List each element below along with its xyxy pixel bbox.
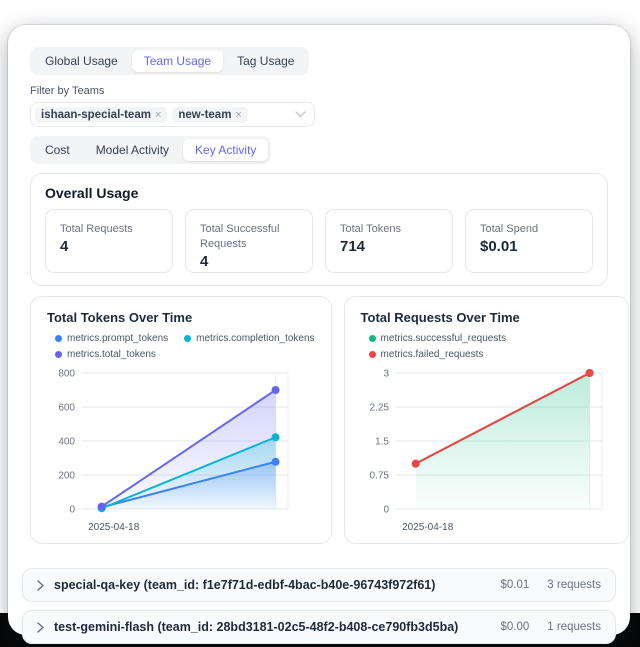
chip-close-icon[interactable]: ×	[235, 108, 242, 121]
tab-global-usage[interactable]: Global Usage	[45, 54, 118, 68]
svg-text:0: 0	[69, 505, 75, 516]
team-chip[interactable]: new-team ×	[172, 106, 248, 123]
tokens-chart-legend: metrics.prompt_tokens metrics.completion_…	[55, 333, 315, 360]
chevron-right-icon	[37, 579, 44, 591]
svg-text:2025-04-18: 2025-04-18	[88, 522, 140, 533]
team-chip-label: ishaan-special-team	[41, 108, 151, 121]
svg-text:1.5: 1.5	[375, 437, 389, 448]
svg-text:800: 800	[58, 369, 75, 380]
requests-chart: 0 0.75 1.5 2.25 3 2025-04-18	[369, 369, 603, 533]
tokens-chart: 0 200 400 600 800 2025-04-18	[58, 369, 289, 533]
stats-grid: Total Requests 4 Total Successful Reques…	[45, 209, 593, 273]
legend-dot-icon	[184, 335, 192, 342]
legend-item: metrics.completion_tokens	[184, 333, 315, 344]
stat-total-successful-requests: Total Successful Requests 4	[185, 209, 313, 273]
tab-team-usage[interactable]: Team Usage	[131, 50, 224, 72]
tokens-chart-title: Total Tokens Over Time	[47, 310, 193, 325]
key-row-requests: 3 requests	[547, 579, 601, 591]
legend-item: metrics.successful_requests	[368, 333, 506, 344]
svg-text:400: 400	[58, 437, 75, 448]
activity-tabs: Cost Model Activity Key Activity	[30, 136, 272, 164]
stat-label: Total Successful Requests	[200, 223, 280, 250]
team-chip-label: new-team	[178, 108, 232, 121]
svg-text:3: 3	[383, 369, 389, 380]
charts-row: Total Tokens Over Time metrics.prompt_to…	[30, 296, 629, 544]
svg-text:0.75: 0.75	[369, 471, 389, 482]
stat-value: 4	[60, 237, 69, 255]
stat-value: 714	[340, 237, 366, 255]
requests-chart-card: Total Requests Over Time metrics.success…	[343, 296, 629, 544]
stat-total-requests: Total Requests 4	[45, 209, 173, 273]
tab-tag-usage[interactable]: Tag Usage	[237, 54, 295, 68]
key-row-requests: 1 requests	[547, 621, 601, 633]
overall-usage-panel: Overall Usage Total Requests 4 Total Suc…	[30, 173, 608, 286]
tokens-chart-card: Total Tokens Over Time metrics.prompt_to…	[30, 296, 332, 544]
key-row-name: test-gemini-flash (team_id: 28bd3181-02c…	[54, 620, 459, 634]
usage-scope-tabs: Global Usage Team Usage Tag Usage	[30, 47, 310, 75]
stat-label: Total Requests	[60, 223, 133, 235]
chip-close-icon[interactable]: ×	[154, 108, 162, 121]
key-rows-list: special-qa-key (team_id: f1e7f71d-edbf-4…	[22, 568, 616, 644]
legend-item: metrics.prompt_tokens	[55, 333, 168, 344]
svg-text:2025-04-18: 2025-04-18	[402, 522, 454, 533]
usage-dashboard-card: Global Usage Team Usage Tag Usage Filter…	[8, 25, 630, 644]
tab-model-activity[interactable]: Model Activity	[95, 143, 170, 157]
stat-label: Total Tokens	[340, 223, 401, 235]
svg-text:0: 0	[383, 505, 389, 516]
legend-item: metrics.total_tokens	[55, 349, 156, 360]
key-row-spend: $0.00	[500, 621, 530, 633]
filter-by-teams-label: Filter by Teams	[30, 85, 105, 97]
stat-value: $0.01	[480, 237, 518, 255]
key-row-spend: $0.01	[500, 579, 530, 591]
chevron-right-icon	[37, 621, 44, 633]
svg-text:600: 600	[58, 403, 75, 414]
legend-item: metrics.failed_requests	[368, 349, 483, 360]
svg-text:200: 200	[58, 471, 75, 482]
stat-total-spend: Total Spend $0.01	[465, 209, 593, 273]
tab-key-activity[interactable]: Key Activity	[183, 139, 269, 161]
team-chip[interactable]: ishaan-special-team ×	[35, 106, 168, 123]
svg-text:2.25: 2.25	[369, 403, 389, 414]
key-row-name: special-qa-key (team_id: f1e7f71d-edbf-4…	[54, 578, 436, 592]
legend-dot-icon	[368, 335, 376, 342]
stat-label: Total Spend	[480, 223, 539, 235]
team-multiselect[interactable]: ishaan-special-team × new-team ×	[30, 102, 315, 127]
stat-total-tokens: Total Tokens 714	[325, 209, 453, 273]
tab-cost[interactable]: Cost	[45, 143, 70, 157]
legend-dot-icon	[55, 351, 62, 358]
legend-dot-icon	[368, 351, 376, 358]
requests-chart-title: Total Requests Over Time	[360, 310, 520, 325]
overall-usage-title: Overall Usage	[45, 185, 139, 201]
chevron-down-icon	[295, 111, 306, 118]
key-row-special-qa-key[interactable]: special-qa-key (team_id: f1e7f71d-edbf-4…	[22, 568, 616, 602]
requests-chart-legend: metrics.successful_requests metrics.faile…	[368, 333, 612, 360]
stat-value: 4	[200, 252, 209, 270]
legend-dot-icon	[55, 335, 62, 342]
key-row-test-gemini-flash[interactable]: test-gemini-flash (team_id: 28bd3181-02c…	[22, 610, 616, 644]
